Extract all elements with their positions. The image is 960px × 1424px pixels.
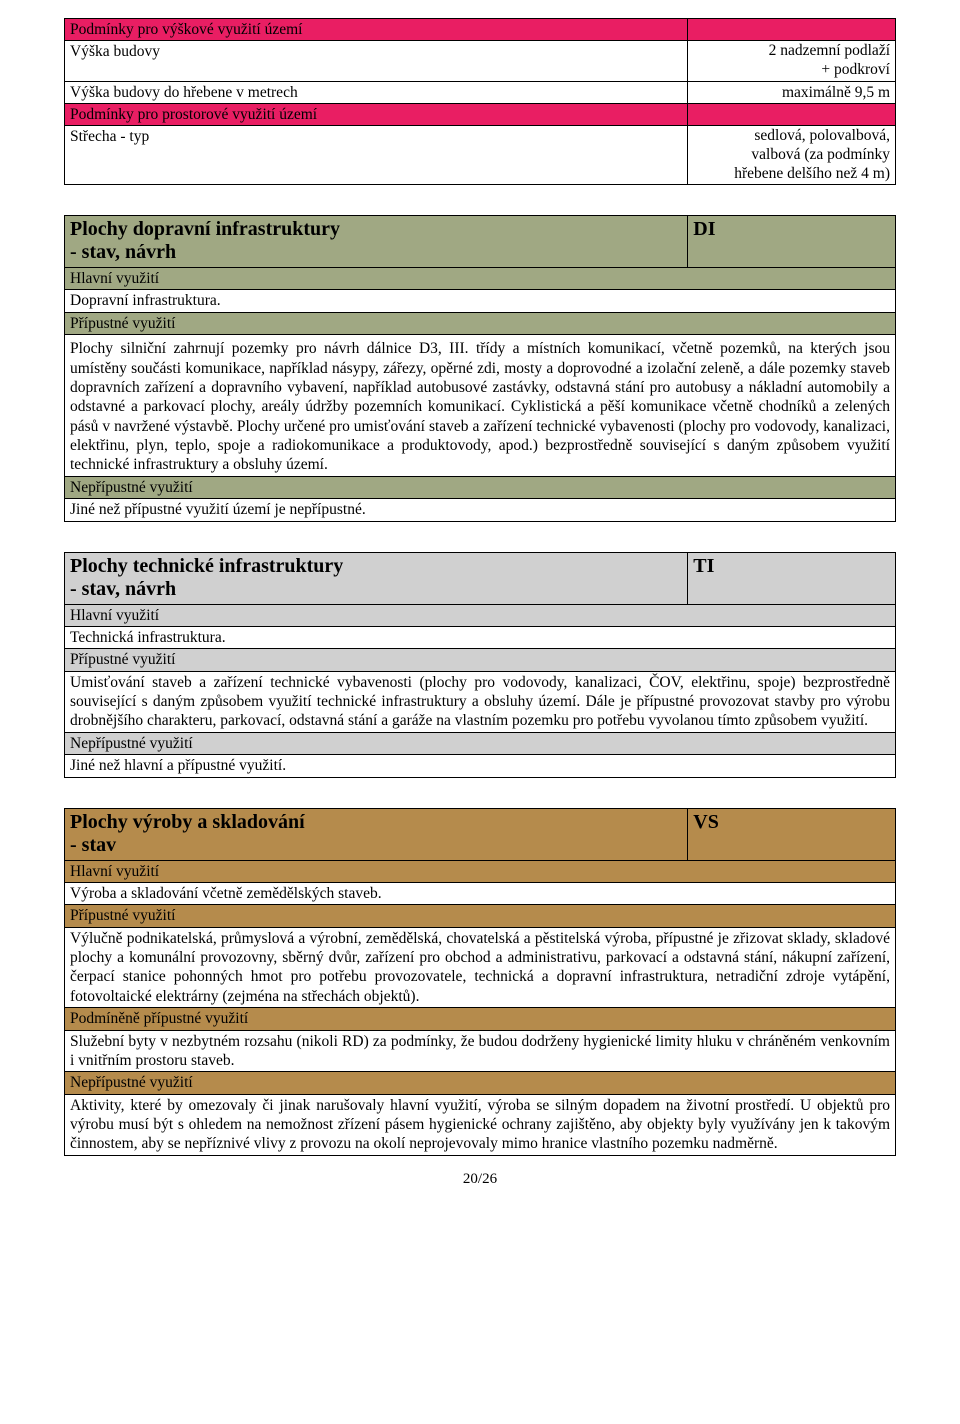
section-code: DI — [688, 216, 896, 268]
cell-text: Plochy silniční zahrnují pozemky pro náv… — [65, 335, 896, 477]
table-height-conditions: Podmínky pro výškové využití území Výška… — [64, 18, 896, 185]
code-text: TI — [693, 555, 714, 577]
row-header: Hlavní využití — [65, 604, 896, 626]
title-line: - stav, návrh — [70, 578, 176, 600]
title-line: Plochy dopravní infrastruktury — [70, 218, 340, 240]
cell-label: Střecha - typ — [65, 126, 688, 185]
row-header: Nepřípustné využití — [65, 732, 896, 754]
cell-value: maximálně 9,5 m — [688, 81, 896, 103]
title-line: - stav — [70, 834, 116, 856]
cell-empty — [688, 103, 896, 125]
section-title: Plochy technické infrastruktury - stav, … — [65, 552, 688, 604]
section-code: VS — [688, 808, 896, 860]
code-text: VS — [693, 811, 719, 833]
cell-text: Technická infrastruktura. — [65, 626, 896, 648]
title-line: Plochy technické infrastruktury — [70, 555, 343, 577]
row-header: Podmínky pro prostorové využití území — [65, 103, 688, 125]
cell-text: Jiné než přípustné využití území je nepř… — [65, 499, 896, 521]
text: valbová (za podmínky — [751, 146, 890, 163]
cell-empty — [688, 19, 896, 41]
cell-text: Aktivity, které by omezovaly či jinak na… — [65, 1094, 896, 1155]
row-header: Přípustné využití — [65, 649, 896, 671]
row-header: Hlavní využití — [65, 860, 896, 882]
text: 2 nadzemní podlaží — [769, 42, 890, 59]
table-technical-infra: Plochy technické infrastruktury - stav, … — [64, 552, 896, 778]
text: sedlová, polovalbová, — [754, 127, 890, 144]
cell-value: 2 nadzemní podlaží + podkroví — [688, 41, 896, 81]
row-header: Nepřípustné využití — [65, 1072, 896, 1094]
text: + podkroví — [821, 61, 890, 78]
page-number: 20/26 — [64, 1170, 896, 1189]
cell-text: Služební byty v nezbytném rozsahu (nikol… — [65, 1030, 896, 1072]
title-line: - stav, návrh — [70, 241, 176, 263]
cell-text: Výlučně podnikatelská, průmyslová a výro… — [65, 927, 896, 1008]
text: hřebene delšího než 4 m) — [734, 165, 890, 182]
cell-text: Umisťování staveb a zařízení technické v… — [65, 671, 896, 732]
section-title: Plochy dopravní infrastruktury - stav, n… — [65, 216, 688, 268]
cell-text: Výroba a skladování včetně zemědělských … — [65, 882, 896, 904]
row-header: Přípustné využití — [65, 312, 896, 334]
code-text: DI — [693, 218, 715, 240]
table-transport-infra: Plochy dopravní infrastruktury - stav, n… — [64, 215, 896, 522]
row-header: Přípustné využití — [65, 905, 896, 927]
cell-text: Jiné než hlavní a přípustné využití. — [65, 755, 896, 777]
cell-value: sedlová, polovalbová, valbová (za podmín… — [688, 126, 896, 185]
row-header: Podmínky pro výškové využití území — [65, 19, 688, 41]
table-production-storage: Plochy výroby a skladování - stav VS Hla… — [64, 808, 896, 1156]
cell-label: Výška budovy do hřebene v metrech — [65, 81, 688, 103]
section-title: Plochy výroby a skladování - stav — [65, 808, 688, 860]
row-header: Podmíněně přípustné využití — [65, 1008, 896, 1030]
row-header: Hlavní využití — [65, 268, 896, 290]
cell-label: Výška budovy — [65, 41, 688, 81]
cell-text: Dopravní infrastruktura. — [65, 290, 896, 312]
title-line: Plochy výroby a skladování — [70, 811, 305, 833]
row-header: Nepřípustné využití — [65, 476, 896, 498]
section-code: TI — [688, 552, 896, 604]
